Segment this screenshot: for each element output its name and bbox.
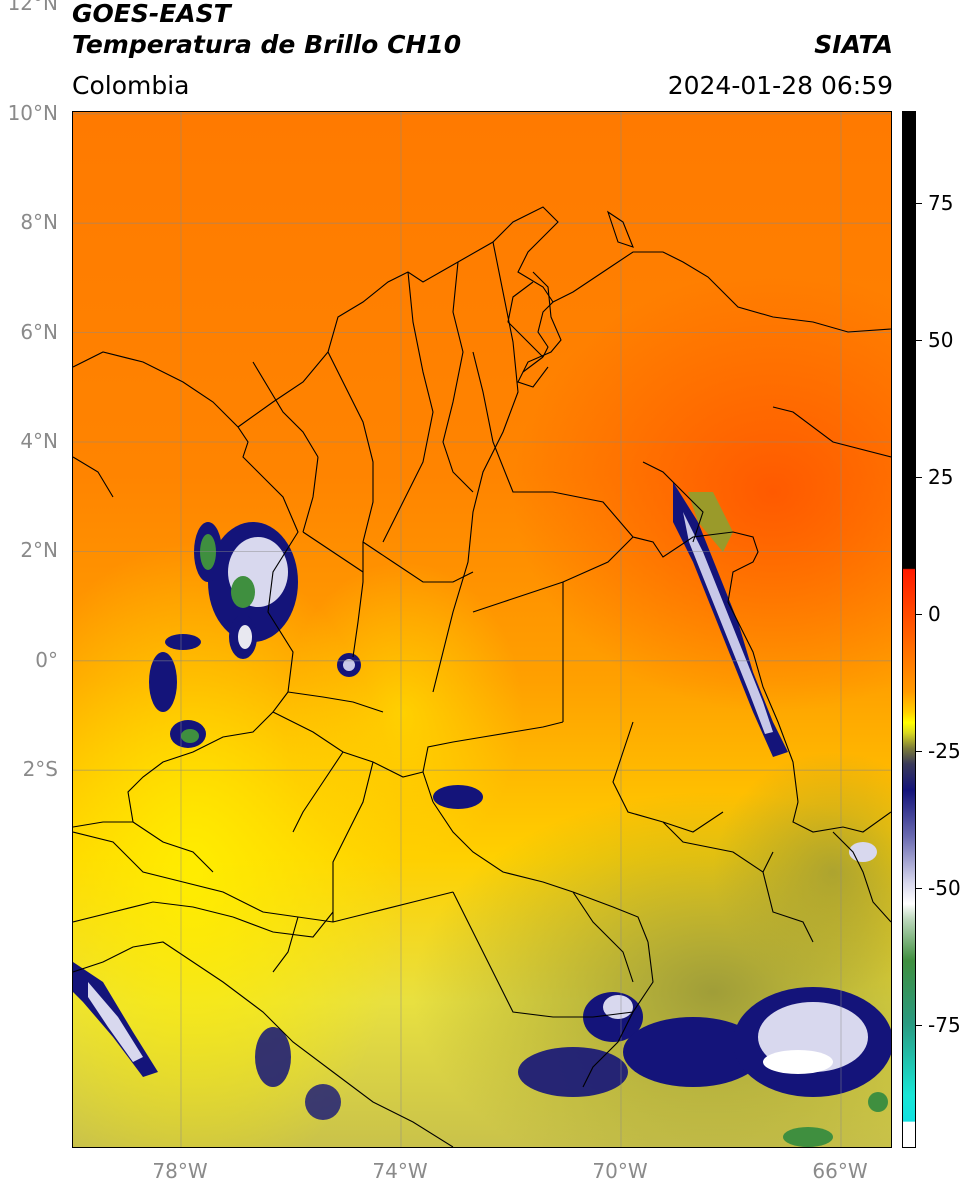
region-label: Colombia <box>72 71 190 100</box>
colorbar-tick-label: 25 <box>928 465 954 489</box>
latitude-tick-label: 2°S <box>22 757 58 782</box>
timestamp-label: 2024-01-28 06:59 <box>667 71 893 100</box>
longitude-tick-label: 70°W <box>592 1159 648 1183</box>
colorbar-tick-mark <box>916 614 922 615</box>
brightness-temperature-map <box>73 112 891 1147</box>
cloud-cluster-choco <box>194 522 298 659</box>
latitude-tick-label: 4°N <box>20 429 58 453</box>
latitude-tick-label: 8°N <box>20 210 58 235</box>
graticule <box>73 112 891 1147</box>
latitude-tick-label: 6°N <box>20 319 58 344</box>
latitude-tick-label: 12°N <box>7 0 58 16</box>
satellite-title: GOES-EAST <box>72 0 231 28</box>
coastlines-and-borders <box>73 206 891 1147</box>
colorbar-tick-label: -25 <box>928 739 961 763</box>
colorbar-tick-mark <box>916 340 922 341</box>
colorbar-tick-label: 75 <box>928 191 954 215</box>
colorbar-tick-label: 50 <box>928 328 954 352</box>
colorbar-tick-mark <box>916 751 922 752</box>
longitude-tick-label: 74°W <box>372 1159 428 1183</box>
colorbar-tick-mark <box>916 888 922 889</box>
colorbar <box>902 111 916 1148</box>
colorbar-tick-label: 0 <box>928 602 941 626</box>
cloud-cluster-meta <box>433 785 483 809</box>
colorbar-tick-label: -75 <box>928 1013 961 1037</box>
colorbar-tick-mark <box>916 1025 922 1026</box>
latitude-tick-label: 2°N <box>20 538 58 563</box>
cloud-band-peru <box>73 962 341 1120</box>
map-panel[interactable] <box>72 111 892 1148</box>
agency-label: SIATA <box>814 30 893 59</box>
longitude-tick-label: 78°W <box>152 1159 208 1183</box>
cloud-cluster-pacific <box>149 634 206 748</box>
latitude-tick-label: 10°N <box>7 100 58 125</box>
product-title: Temperatura de Brillo CH10 <box>72 30 462 59</box>
longitude-tick-label: 66°W <box>812 1159 868 1183</box>
cloud-cluster-amazon <box>518 842 891 1147</box>
latitude-tick-label: 0° <box>35 647 58 672</box>
colorbar-tick-mark <box>916 477 922 478</box>
colorbar-tick-label: -50 <box>928 876 961 900</box>
colorbar-tick-mark <box>916 203 922 204</box>
cloud-band-andes-east <box>673 482 788 757</box>
